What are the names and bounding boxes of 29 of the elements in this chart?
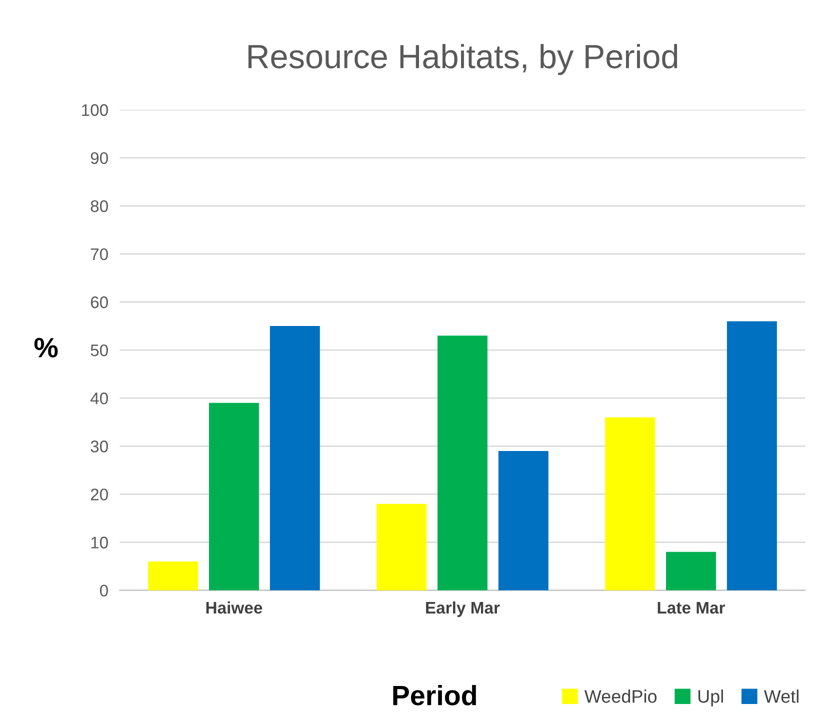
y-tick-label: 10 <box>91 536 108 548</box>
bar <box>605 417 656 590</box>
legend-label: WeedPio <box>584 690 657 703</box>
legend-label: Upl <box>698 690 723 706</box>
x-tick-label: Early Mar <box>426 601 500 617</box>
bar <box>498 450 548 590</box>
y-tick-label: 50 <box>90 344 108 356</box>
y-tick-label: 100 <box>82 104 108 116</box>
x-axis-title: Period <box>393 684 476 706</box>
y-tick-label: 30 <box>90 440 108 452</box>
legend-label: Wetl <box>764 690 798 703</box>
y-tick-label: 90 <box>90 152 108 164</box>
bar <box>726 321 777 590</box>
bar <box>148 561 198 590</box>
y-tick-label: 20 <box>90 488 108 500</box>
x-tick-label: Late Mar <box>658 602 726 614</box>
y-tick-label: 60 <box>90 296 108 308</box>
chart-title: Resource Habitats, by Period <box>248 44 678 76</box>
bar <box>376 504 427 590</box>
y-tick-label: 70 <box>90 248 108 260</box>
y-tick-label: 0 <box>100 584 108 597</box>
bar <box>437 336 488 590</box>
x-tick-label: Haiwee <box>206 601 262 614</box>
y-tick-label: 80 <box>90 200 108 212</box>
y-tick-label: 40 <box>90 392 108 404</box>
bar <box>270 326 320 590</box>
bar <box>208 402 259 590</box>
bar <box>666 552 716 590</box>
y-axis-title: % <box>34 338 58 358</box>
